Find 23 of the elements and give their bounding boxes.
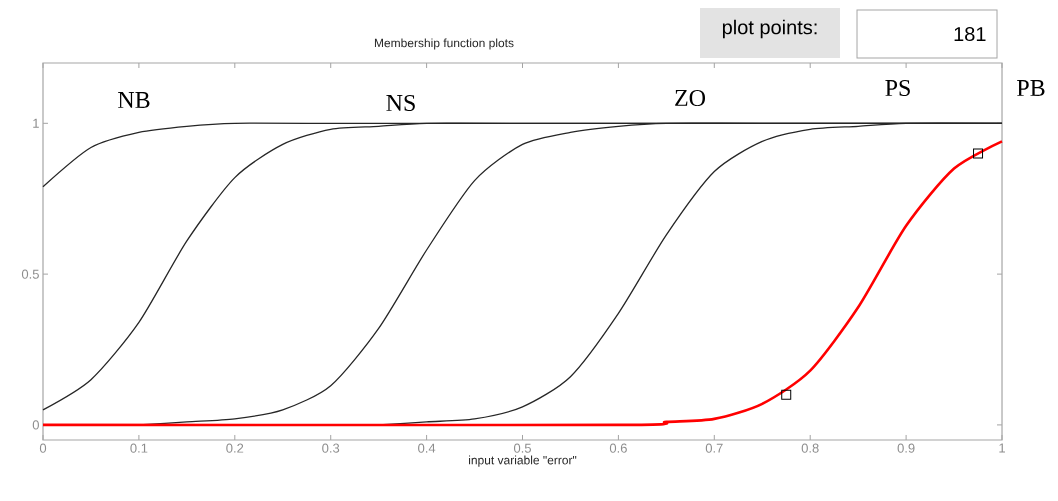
annotation: PS xyxy=(885,79,910,97)
text: PB xyxy=(1017,80,1045,96)
x-tick-label: 0.2 xyxy=(226,443,244,453)
y-tick-label: 0.5 xyxy=(21,269,39,279)
x-tick-label: 1 xyxy=(999,443,1005,453)
x-tick-label: 0.8 xyxy=(801,443,819,453)
x-tick-label: 0.6 xyxy=(609,443,627,453)
text: 181 xyxy=(954,26,986,42)
y-tick-label: 1 xyxy=(33,118,39,128)
annotation: NB xyxy=(118,92,150,108)
x-tick-label: 0.3 xyxy=(322,443,340,453)
chart-title: Membership function plots xyxy=(374,38,514,50)
annotation: ZO xyxy=(675,89,706,107)
x-tick-label: 0.1 xyxy=(130,443,148,453)
x-axis-title: input variable "error" xyxy=(469,455,577,467)
y-tick-label: 0 xyxy=(32,420,39,430)
x-tick-label: 0.5 xyxy=(513,443,531,453)
x-tick-label: 0.7 xyxy=(705,443,723,453)
x-tick-label: 0.4 xyxy=(418,443,436,453)
x-tick-label: 0 xyxy=(39,443,47,453)
annotation: NS xyxy=(386,94,415,112)
text: plot points: xyxy=(722,19,817,39)
x-tick-label: 0.9 xyxy=(897,443,915,453)
